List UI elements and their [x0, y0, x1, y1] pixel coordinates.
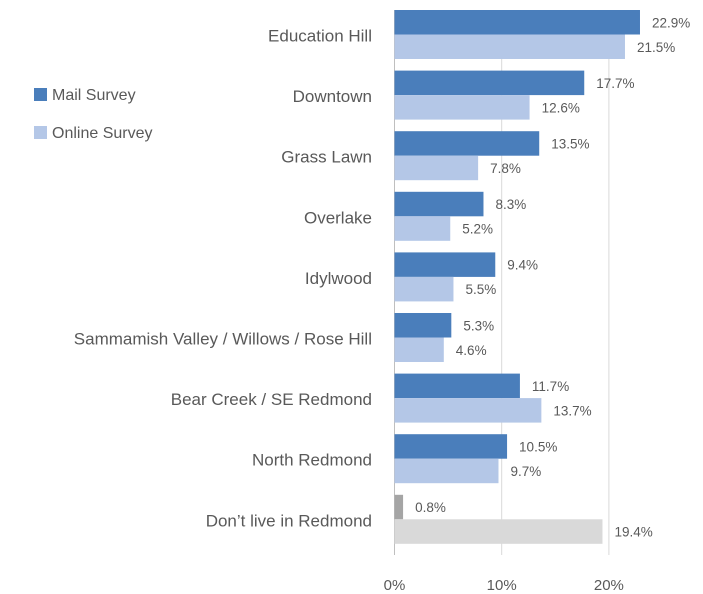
category-label: Sammamish Valley / Willows / Rose Hill [74, 330, 372, 349]
legend-swatch [34, 88, 47, 101]
x-axis-ticks: 0% 10% 20% [384, 577, 624, 594]
x-tick-label: 0% [384, 577, 406, 594]
value-label: 5.2% [462, 222, 493, 237]
value-label: 4.6% [456, 343, 487, 358]
value-label: 5.5% [465, 282, 496, 297]
value-label: 21.5% [637, 40, 675, 55]
x-tick-label: 20% [594, 577, 624, 594]
category-label: Bear Creek / SE Redmond [171, 390, 372, 409]
bars [394, 10, 640, 544]
value-label: 13.7% [553, 403, 591, 418]
bar-online [394, 519, 603, 544]
value-label: 10.5% [519, 439, 557, 454]
legend-swatch [34, 126, 47, 139]
value-label: 22.9% [652, 15, 690, 30]
category-label: Education Hill [268, 27, 372, 46]
legend-label: Mail Survey [52, 87, 136, 104]
bar-mail [394, 434, 508, 459]
value-label: 8.3% [495, 197, 526, 212]
bar-online [394, 216, 451, 241]
value-label: 9.4% [507, 258, 538, 273]
bar-mail [394, 10, 640, 35]
category-label: Idylwood [305, 269, 372, 288]
value-label: 13.5% [551, 136, 589, 151]
category-label: Don’t live in Redmond [206, 511, 372, 530]
category-label: Grass Lawn [281, 148, 372, 167]
value-label: 11.7% [532, 379, 569, 394]
value-label: 9.7% [510, 464, 541, 479]
bar-mail [394, 373, 520, 399]
bar-online [394, 276, 454, 302]
legend: Mail Survey Online Survey [34, 87, 153, 142]
bar-online [394, 155, 479, 181]
category-label: North Redmond [252, 451, 372, 470]
bar-mail [394, 131, 540, 156]
legend-label: Online Survey [52, 125, 153, 142]
value-label: 0.8% [415, 500, 446, 515]
bar-mail [394, 313, 452, 338]
bar-online [394, 458, 499, 484]
bar-online [394, 337, 444, 362]
value-label: 5.3% [463, 318, 494, 333]
x-tick-label: 10% [487, 577, 517, 594]
category-labels: Education Hill Downtown Grass Lawn Overlake… [74, 27, 372, 531]
bar-mail [394, 252, 496, 277]
value-label: 7.8% [490, 161, 521, 176]
category-label: Overlake [304, 208, 372, 227]
bar-online [394, 398, 542, 423]
value-label: 12.6% [542, 100, 580, 115]
value-label: 17.7% [596, 76, 634, 91]
bar-online [394, 95, 530, 120]
bar-mail [394, 70, 585, 96]
value-labels: 22.9% 21.5% 17.7% 12.6% 13.5% 7.8% 8.3%5.2% 9.4… [415, 15, 690, 539]
bar-mail [394, 191, 484, 217]
bar-mail [394, 494, 404, 520]
category-label: Downtown [293, 87, 372, 106]
value-label: 19.4% [614, 525, 652, 540]
bar-online [394, 34, 625, 59]
